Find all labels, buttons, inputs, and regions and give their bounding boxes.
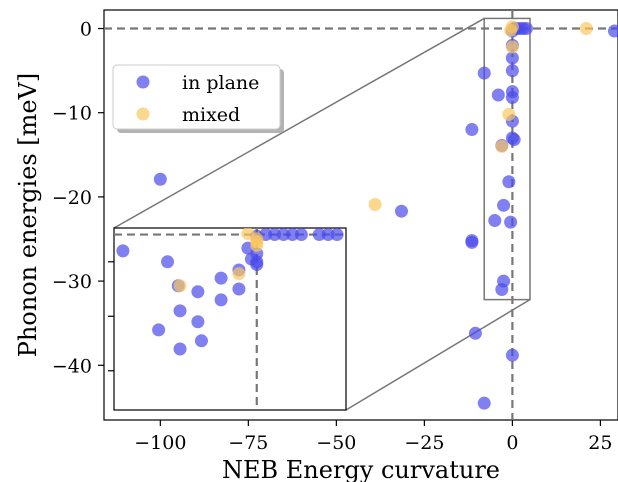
inset-point-mixed (232, 267, 246, 281)
inset-point-in-plane (232, 282, 246, 296)
point-in-plane (505, 51, 519, 65)
inset-point-mixed (173, 279, 187, 293)
point-in-plane (491, 88, 505, 102)
inset-point-in-plane (330, 228, 344, 242)
inset-axes (108, 227, 347, 411)
main-points-layer (153, 20, 618, 410)
inset-point-in-plane (116, 244, 130, 258)
x-tick-label: −75 (228, 432, 268, 454)
legend-label-mixed: mixed (182, 104, 240, 126)
x-axis-title: NEB Energy curvature (222, 456, 500, 482)
y-tick-label: −10 (52, 103, 92, 125)
point-mixed (368, 197, 382, 211)
point-in-plane (477, 396, 491, 410)
zoom-region-box (483, 17, 531, 301)
inset-point-in-plane (152, 323, 166, 337)
inset-point-in-plane (294, 228, 308, 242)
inset-point-in-plane (173, 304, 187, 318)
x-tick-label: −100 (134, 432, 186, 454)
x-tick-label: 25 (588, 432, 612, 454)
x-tick-label: 0 (506, 432, 518, 454)
point-in-plane (394, 204, 408, 218)
inset-frame (113, 227, 347, 411)
point-in-plane (504, 215, 518, 229)
point-in-plane (497, 198, 511, 212)
point-in-plane (468, 326, 482, 340)
inset-points-layer (116, 228, 344, 356)
point-in-plane (495, 283, 509, 297)
y-tick-label: −30 (52, 271, 92, 293)
legend-marker-mixed (136, 107, 150, 121)
point-in-plane (488, 213, 502, 227)
inset-point-in-plane (173, 342, 187, 356)
x-axis-ticks: −100 −75 −50 −25 0 25 (134, 420, 612, 454)
point-in-plane (465, 123, 479, 137)
legend-label-in-plane: in plane (182, 72, 259, 94)
legend-box (112, 64, 281, 130)
point-mixed (502, 107, 516, 121)
y-tick-label: −40 (52, 355, 92, 377)
point-in-plane (519, 22, 533, 36)
inset-point-in-plane (285, 228, 299, 242)
point-mixed (505, 40, 519, 54)
y-tick-label: 0 (80, 19, 92, 41)
x-tick-label: −50 (316, 432, 356, 454)
zoom-connector-top (113, 17, 485, 229)
y-axis-ticks: 0 −10 −20 −30 −40 (52, 19, 104, 377)
point-mixed (495, 139, 509, 153)
inset-point-in-plane (250, 258, 264, 272)
zoom-region-indicator (113, 17, 531, 411)
inset-point-in-plane (321, 228, 335, 242)
inset-point-in-plane (312, 228, 326, 242)
inset-point-in-plane (214, 293, 228, 307)
inset-point-in-plane (191, 285, 205, 299)
point-mixed (579, 22, 593, 36)
inset-point-in-plane (277, 228, 291, 242)
legend-marker-in-plane (136, 75, 150, 89)
point-in-plane (507, 133, 521, 147)
inset-point-in-plane (191, 315, 205, 329)
legend: in plane mixed (112, 64, 284, 133)
y-tick-label: −20 (52, 187, 92, 209)
point-in-plane (505, 64, 519, 78)
point-in-plane (505, 348, 519, 362)
inset-point-in-plane (268, 228, 282, 242)
point-in-plane (505, 91, 519, 105)
point-in-plane (153, 172, 167, 186)
inset-point-in-plane (161, 255, 175, 269)
zoom-connector-bottom (345, 298, 531, 411)
inset-point-in-plane (194, 334, 208, 348)
point-in-plane (477, 66, 491, 80)
inset-point-mixed (250, 238, 264, 252)
inset-point-mixed (241, 228, 255, 240)
inset-point-in-plane (214, 271, 228, 285)
y-axis-title: Phonon energies [meV] (14, 73, 42, 358)
point-mixed (505, 20, 519, 34)
x-tick-label: −25 (404, 432, 444, 454)
point-in-plane (465, 235, 479, 249)
point-in-plane (607, 24, 618, 38)
point-in-plane (502, 175, 516, 189)
